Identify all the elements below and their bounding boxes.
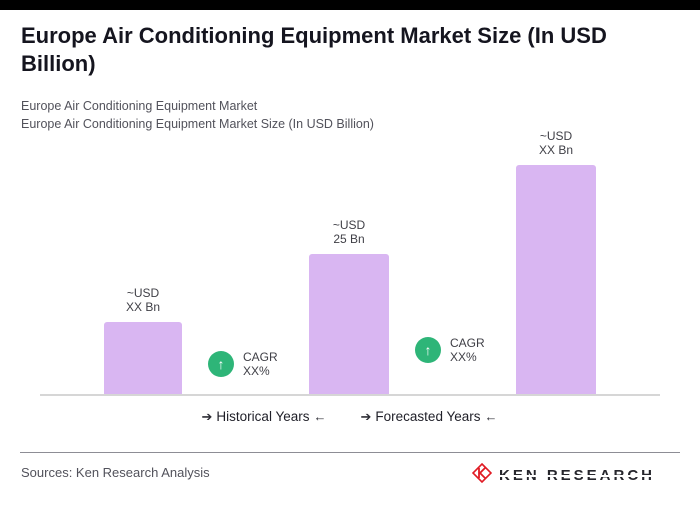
chart-subtitle-2: Europe Air Conditioning Equipment Market… — [21, 117, 374, 131]
footer-divider — [20, 452, 680, 453]
bar-value-line2: XX Bn — [125, 300, 161, 314]
bar-value-label: ~USD XX Bn — [126, 286, 160, 314]
bar-rect-historical — [104, 322, 182, 394]
bar-value-line1: ~USD — [126, 286, 160, 300]
bar-group-historical: ~USD XX Bn — [104, 286, 182, 394]
historical-years-text: Historical Years — [216, 409, 310, 424]
cagr-label: CAGR — [450, 336, 485, 350]
ken-diamond-k-icon — [471, 462, 493, 488]
bar-value-label: ~USD XX Bn — [539, 129, 573, 157]
cagr-value: XX% — [450, 350, 477, 364]
right-arrow-icon: ➔ — [360, 409, 372, 424]
bar-rect-forecast — [516, 165, 596, 394]
bar-group-forecast: ~USD XX Bn — [516, 129, 596, 394]
cagr-badge-1: ↑ CAGR XX% — [208, 350, 278, 378]
bar-value-line2: XX Bn — [538, 143, 574, 157]
page-title: Europe Air Conditioning Equipment Market… — [21, 23, 607, 76]
forecasted-years-text: Forecasted Years — [375, 409, 481, 424]
bar-value-line1: ~USD — [332, 218, 366, 232]
up-arrow-glyph: ↑ — [217, 356, 225, 372]
left-arrow-icon: ← — [313, 409, 327, 424]
bar-chart: ~USD XX Bn ~USD 25 Bn ~USD XX Bn ↑ — [40, 118, 660, 396]
bar-value-label: ~USD 25 Bn — [333, 218, 365, 246]
left-arrow-icon: ← — [484, 409, 498, 424]
right-arrow-icon: ➔ — [201, 409, 213, 424]
bar-rect-middle — [309, 254, 389, 394]
cagr-text: CAGR XX% — [243, 350, 278, 378]
chart-subtitle-1: Europe Air Conditioning Equipment Market — [21, 99, 258, 113]
cagr-label: CAGR — [243, 350, 278, 364]
up-arrow-glyph: ↑ — [424, 342, 432, 358]
ken-research-logo: KEN RESEARCH — [471, 462, 656, 488]
logo-wordmark: KEN RESEARCH — [498, 467, 656, 484]
bar-group-middle: ~USD 25 Bn — [309, 218, 389, 394]
top-black-bar — [0, 0, 700, 10]
cagr-text: CAGR XX% — [450, 336, 485, 364]
up-arrow-icon: ↑ — [415, 337, 441, 363]
bar-value-line1: ~USD — [539, 129, 573, 143]
bar-value-line2: 25 Bn — [333, 232, 365, 246]
up-arrow-icon: ↑ — [208, 351, 234, 377]
cagr-badge-2: ↑ CAGR XX% — [415, 336, 485, 364]
cagr-value: XX% — [243, 364, 270, 378]
historical-years-label: ➔ Historical Years ← — [198, 409, 331, 425]
sources-text: Sources: Ken Research Analysis — [21, 465, 210, 480]
forecasted-years-label: ➔ Forecasted Years ← — [357, 409, 502, 425]
